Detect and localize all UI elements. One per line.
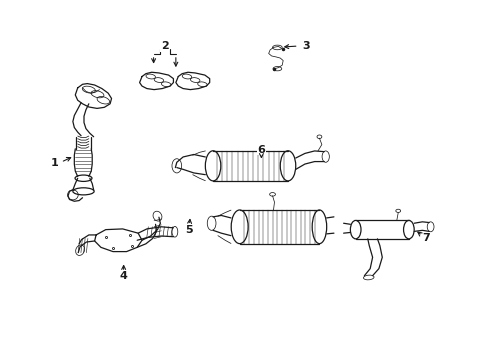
Text: 7: 7 [421, 234, 429, 243]
Text: 6: 6 [257, 145, 265, 155]
Text: 4: 4 [120, 271, 127, 282]
Text: 2: 2 [161, 41, 168, 51]
Text: 3: 3 [302, 41, 309, 51]
Text: 1: 1 [51, 158, 59, 168]
Text: 5: 5 [185, 225, 192, 235]
